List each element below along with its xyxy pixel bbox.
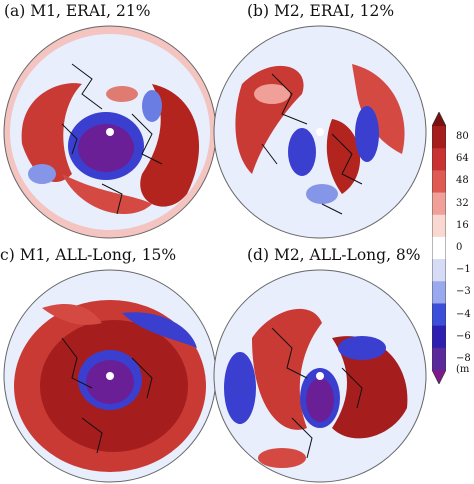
polar-map-a [3, 25, 217, 239]
colorbar-tick-label: −4 [456, 308, 471, 320]
panel-b-title: (b) M2, ERAI, 12% [247, 2, 395, 20]
colorbar-segment [432, 126, 446, 149]
colorbar-tick-label: 64 [456, 153, 469, 165]
colorbar-tick-label: 0 [456, 242, 463, 253]
colorbar-segment [432, 214, 446, 238]
panel-a-title: (a) M1, ERAI, 21% [4, 2, 151, 20]
colorbar-tick-label: −8 [456, 352, 471, 364]
colorbar-segment [432, 325, 446, 349]
polar-map-d [213, 269, 427, 483]
colorbar-tick-label: 48 [456, 175, 469, 187]
colorbar-segment [432, 347, 446, 371]
colorbar-tick-label: 32 [456, 197, 469, 209]
colorbar-tick-label: 80 [456, 131, 469, 143]
colorbar-segment [432, 259, 446, 282]
colorbar-segment [432, 236, 446, 260]
panel-c-title: (c) M1, ALL-Long, 15% [0, 246, 177, 264]
polar-map-b [213, 25, 427, 239]
colorbar-segment [432, 303, 446, 327]
colorbar-segment [432, 170, 446, 194]
colorbar-tick-label: −1 [456, 264, 471, 276]
colorbar-segment [432, 148, 446, 171]
colorbar-segment [432, 192, 446, 216]
colorbar-top-triangle [432, 112, 446, 126]
colorbar-tick-label: 16 [456, 219, 469, 231]
colorbar-tick-label: −6 [456, 330, 471, 342]
colorbar-unit: (m [456, 364, 470, 375]
polar-map-c [3, 269, 217, 483]
colorbar-bottom-triangle [432, 370, 446, 384]
colorbar-tick-label: −3 [456, 286, 471, 298]
colorbar [432, 112, 446, 384]
panel-d-title: (d) M2, ALL-Long, 8% [247, 246, 421, 264]
colorbar-segment [432, 281, 446, 304]
